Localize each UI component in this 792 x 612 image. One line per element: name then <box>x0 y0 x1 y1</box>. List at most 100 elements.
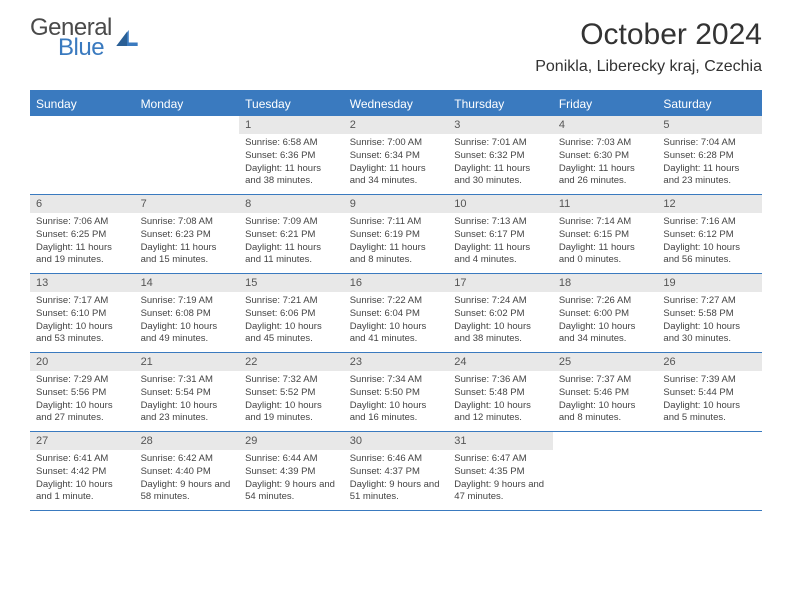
sunrise-label: Sunrise: 6:47 AM <box>454 453 547 466</box>
day-number: 11 <box>553 195 658 213</box>
daylight-label: Daylight: 11 hours and 15 minutes. <box>141 242 234 268</box>
sunset-label: Sunset: 6:30 PM <box>559 150 652 163</box>
daylight-label: Daylight: 10 hours and 53 minutes. <box>36 321 129 347</box>
day-cell: 23Sunrise: 7:34 AMSunset: 5:50 PMDayligh… <box>344 353 449 431</box>
day-cell: . <box>657 432 762 510</box>
day-cell: 16Sunrise: 7:22 AMSunset: 6:04 PMDayligh… <box>344 274 449 352</box>
logo-sail-icon <box>116 30 138 46</box>
day-info: Sunrise: 7:16 AMSunset: 6:12 PMDaylight:… <box>657 213 762 270</box>
daylight-label: Daylight: 10 hours and 49 minutes. <box>141 321 234 347</box>
daylight-label: Daylight: 10 hours and 16 minutes. <box>350 400 443 426</box>
sunset-label: Sunset: 6:23 PM <box>141 229 234 242</box>
daylight-label: Daylight: 10 hours and 30 minutes. <box>663 321 756 347</box>
sunset-label: Sunset: 6:02 PM <box>454 308 547 321</box>
day-info: Sunrise: 7:34 AMSunset: 5:50 PMDaylight:… <box>344 371 449 428</box>
sunrise-label: Sunrise: 7:09 AM <box>245 216 338 229</box>
day-header: Friday <box>553 92 658 116</box>
week-row: 13Sunrise: 7:17 AMSunset: 6:10 PMDayligh… <box>30 274 762 353</box>
sunset-label: Sunset: 6:15 PM <box>559 229 652 242</box>
sunset-label: Sunset: 6:06 PM <box>245 308 338 321</box>
daylight-label: Daylight: 11 hours and 11 minutes. <box>245 242 338 268</box>
daylight-label: Daylight: 10 hours and 34 minutes. <box>559 321 652 347</box>
sunrise-label: Sunrise: 7:16 AM <box>663 216 756 229</box>
day-info: Sunrise: 7:00 AMSunset: 6:34 PMDaylight:… <box>344 134 449 191</box>
daylight-label: Daylight: 11 hours and 26 minutes. <box>559 163 652 189</box>
day-cell: 9Sunrise: 7:11 AMSunset: 6:19 PMDaylight… <box>344 195 449 273</box>
sunrise-label: Sunrise: 7:26 AM <box>559 295 652 308</box>
sunset-label: Sunset: 6:32 PM <box>454 150 547 163</box>
sunrise-label: Sunrise: 7:06 AM <box>36 216 129 229</box>
sunrise-label: Sunrise: 7:17 AM <box>36 295 129 308</box>
day-cell: 21Sunrise: 7:31 AMSunset: 5:54 PMDayligh… <box>135 353 240 431</box>
sunrise-label: Sunrise: 6:41 AM <box>36 453 129 466</box>
day-cell: . <box>135 116 240 194</box>
day-info: Sunrise: 7:21 AMSunset: 6:06 PMDaylight:… <box>239 292 344 349</box>
day-info: Sunrise: 7:06 AMSunset: 6:25 PMDaylight:… <box>30 213 135 270</box>
day-header: Sunday <box>30 92 135 116</box>
day-number: 16 <box>344 274 449 292</box>
day-number: 12 <box>657 195 762 213</box>
day-info: Sunrise: 6:46 AMSunset: 4:37 PMDaylight:… <box>344 450 449 507</box>
day-number: . <box>553 432 658 450</box>
logo-text: General Blue <box>30 18 112 59</box>
day-number: 19 <box>657 274 762 292</box>
sunrise-label: Sunrise: 7:37 AM <box>559 374 652 387</box>
daylight-label: Daylight: 10 hours and 38 minutes. <box>454 321 547 347</box>
sunset-label: Sunset: 5:56 PM <box>36 387 129 400</box>
sunrise-label: Sunrise: 6:58 AM <box>245 137 338 150</box>
sunset-label: Sunset: 6:10 PM <box>36 308 129 321</box>
day-number: 25 <box>553 353 658 371</box>
week-row: ..1Sunrise: 6:58 AMSunset: 6:36 PMDaylig… <box>30 116 762 195</box>
day-info: Sunrise: 7:36 AMSunset: 5:48 PMDaylight:… <box>448 371 553 428</box>
daylight-label: Daylight: 11 hours and 19 minutes. <box>36 242 129 268</box>
day-number: 28 <box>135 432 240 450</box>
day-info: Sunrise: 6:44 AMSunset: 4:39 PMDaylight:… <box>239 450 344 507</box>
day-header: Saturday <box>657 92 762 116</box>
day-cell: 19Sunrise: 7:27 AMSunset: 5:58 PMDayligh… <box>657 274 762 352</box>
day-number: 23 <box>344 353 449 371</box>
day-cell: 25Sunrise: 7:37 AMSunset: 5:46 PMDayligh… <box>553 353 658 431</box>
logo-word-blue: Blue <box>58 34 104 61</box>
sunset-label: Sunset: 5:46 PM <box>559 387 652 400</box>
daylight-label: Daylight: 10 hours and 19 minutes. <box>245 400 338 426</box>
sunset-label: Sunset: 6:36 PM <box>245 150 338 163</box>
day-number: 17 <box>448 274 553 292</box>
day-info: Sunrise: 7:09 AMSunset: 6:21 PMDaylight:… <box>239 213 344 270</box>
day-number: 22 <box>239 353 344 371</box>
sunrise-label: Sunrise: 7:34 AM <box>350 374 443 387</box>
day-number: 7 <box>135 195 240 213</box>
day-info: Sunrise: 7:31 AMSunset: 5:54 PMDaylight:… <box>135 371 240 428</box>
sunset-label: Sunset: 5:44 PM <box>663 387 756 400</box>
day-number: 26 <box>657 353 762 371</box>
daylight-label: Daylight: 11 hours and 0 minutes. <box>559 242 652 268</box>
day-number: 31 <box>448 432 553 450</box>
day-info: Sunrise: 7:27 AMSunset: 5:58 PMDaylight:… <box>657 292 762 349</box>
day-cell: 6Sunrise: 7:06 AMSunset: 6:25 PMDaylight… <box>30 195 135 273</box>
sunrise-label: Sunrise: 7:29 AM <box>36 374 129 387</box>
daylight-label: Daylight: 9 hours and 51 minutes. <box>350 479 443 505</box>
sunset-label: Sunset: 4:35 PM <box>454 466 547 479</box>
day-number: 9 <box>344 195 449 213</box>
day-info: Sunrise: 7:22 AMSunset: 6:04 PMDaylight:… <box>344 292 449 349</box>
day-cell: 10Sunrise: 7:13 AMSunset: 6:17 PMDayligh… <box>448 195 553 273</box>
day-info: Sunrise: 7:32 AMSunset: 5:52 PMDaylight:… <box>239 371 344 428</box>
day-number: 10 <box>448 195 553 213</box>
day-info: Sunrise: 7:13 AMSunset: 6:17 PMDaylight:… <box>448 213 553 270</box>
sunset-label: Sunset: 6:28 PM <box>663 150 756 163</box>
sunset-label: Sunset: 5:50 PM <box>350 387 443 400</box>
sunset-label: Sunset: 6:21 PM <box>245 229 338 242</box>
sunset-label: Sunset: 5:54 PM <box>141 387 234 400</box>
sunset-label: Sunset: 6:08 PM <box>141 308 234 321</box>
day-header: Wednesday <box>344 92 449 116</box>
day-info: Sunrise: 7:37 AMSunset: 5:46 PMDaylight:… <box>553 371 658 428</box>
day-cell: 31Sunrise: 6:47 AMSunset: 4:35 PMDayligh… <box>448 432 553 510</box>
day-cell: 4Sunrise: 7:03 AMSunset: 6:30 PMDaylight… <box>553 116 658 194</box>
day-cell: 14Sunrise: 7:19 AMSunset: 6:08 PMDayligh… <box>135 274 240 352</box>
day-cell: . <box>553 432 658 510</box>
day-info: Sunrise: 7:01 AMSunset: 6:32 PMDaylight:… <box>448 134 553 191</box>
day-cell: 2Sunrise: 7:00 AMSunset: 6:34 PMDaylight… <box>344 116 449 194</box>
daylight-label: Daylight: 10 hours and 27 minutes. <box>36 400 129 426</box>
day-cell: 3Sunrise: 7:01 AMSunset: 6:32 PMDaylight… <box>448 116 553 194</box>
day-number: 30 <box>344 432 449 450</box>
daylight-label: Daylight: 9 hours and 54 minutes. <box>245 479 338 505</box>
